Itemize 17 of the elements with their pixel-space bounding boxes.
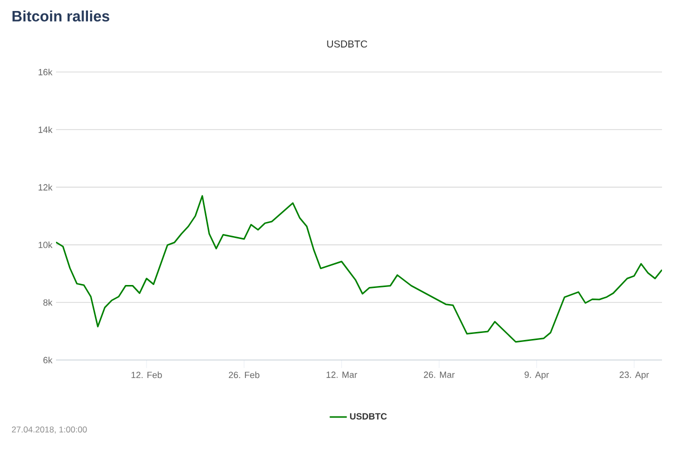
line-series [56, 195, 662, 343]
y-tick-label: 8k [43, 299, 52, 306]
chart-subtitle: USDBTC [327, 40, 368, 48]
text: 27.04.2018, 1:00:00 [12, 426, 87, 434]
x-tick-label: 12. Feb [132, 372, 162, 378]
x-tick-label: 23. Apr [620, 372, 649, 380]
y-tick-label: 16k [38, 68, 52, 76]
y-tick-label: 12k [38, 184, 52, 190]
y-tick-label: 14k [38, 126, 52, 133]
x-tick-label: 26. Mar [424, 372, 455, 378]
y-tick-label: 6k [43, 356, 52, 364]
x-tick-label: 12. Mar [326, 372, 358, 378]
chart-title: Bitcoin rallies [12, 10, 110, 22]
y-tick-label: 10k [38, 241, 52, 248]
x-tick-label: 26. Feb [228, 372, 260, 378]
legend-label: USDBTC [350, 413, 387, 420]
x-tick-label: 9. Apr [524, 372, 549, 380]
